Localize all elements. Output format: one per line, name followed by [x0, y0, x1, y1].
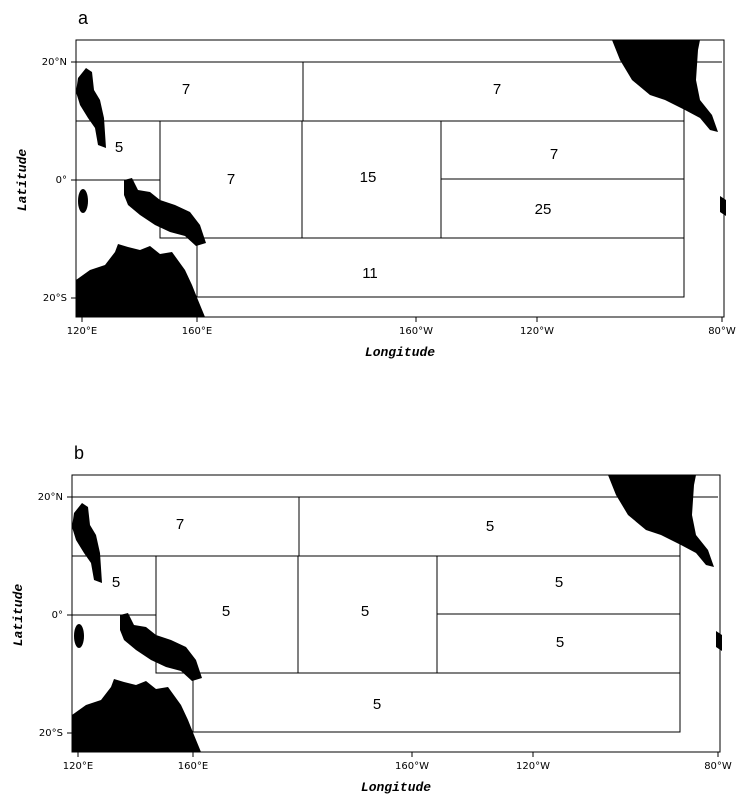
region-value: 7	[493, 81, 501, 98]
x-tick-label: 160°W	[399, 326, 433, 337]
region-box	[440, 178, 685, 239]
region-box	[192, 672, 681, 733]
map-panel: b 7 5 5 5 5 5 5 5 120°E 160°E 160°W 120°W 80°W 20°N 0° 2…	[11, 443, 732, 795]
y-tick-label: 0°	[56, 175, 67, 186]
x-tick-label: 160°W	[395, 761, 429, 772]
region-value: 5	[112, 574, 120, 591]
y-tick-label: 20°N	[38, 492, 63, 503]
land	[612, 40, 718, 132]
region-value: 7	[176, 516, 184, 533]
x-tick-label: 120°W	[516, 761, 550, 772]
region-value: 5	[486, 518, 494, 535]
land	[124, 178, 206, 246]
region-value: 7	[182, 81, 190, 98]
x-tick-label: 80°W	[708, 326, 736, 337]
region-value: 7	[227, 171, 235, 188]
land	[78, 189, 88, 213]
region-value: 5	[373, 696, 381, 713]
y-axis-label: Latitude	[15, 149, 30, 212]
x-tick-label: 120°E	[63, 761, 93, 772]
land	[76, 244, 205, 317]
x-tick-label: 160°E	[178, 761, 208, 772]
x-tick-label: 120°W	[520, 326, 554, 337]
x-tick-label: 120°E	[67, 326, 97, 337]
region-value: 5	[555, 574, 563, 591]
y-tick-label: 20°N	[42, 57, 67, 68]
land	[608, 475, 714, 567]
region-box	[440, 120, 685, 180]
y-axis-label: Latitude	[11, 584, 26, 647]
land	[74, 624, 84, 648]
region-value: 7	[550, 146, 558, 163]
region-value: 5	[361, 603, 369, 620]
region-box	[196, 237, 685, 298]
region-value: 25	[535, 201, 552, 218]
map-panel: a 7 7 5 7 15 7 25 11 120°E 160°E 160°W 120°W 80°W 20°N…	[15, 8, 736, 360]
land	[72, 503, 102, 583]
y-tick-label: 0°	[52, 610, 63, 621]
land	[76, 68, 106, 148]
region-value: 5	[556, 634, 564, 651]
land	[120, 613, 202, 681]
y-tick-label: 20°S	[39, 728, 63, 739]
land	[720, 196, 726, 216]
region-box	[71, 496, 300, 557]
land	[72, 679, 201, 752]
panel-label: b	[74, 443, 84, 463]
region-value: 5	[222, 603, 230, 620]
x-axis-label: Longitude	[365, 345, 435, 360]
land	[716, 631, 722, 651]
y-tick-label: 20°S	[43, 293, 67, 304]
region-value: 5	[115, 139, 123, 156]
region-value: 11	[362, 265, 378, 282]
x-tick-label: 160°E	[182, 326, 212, 337]
panel-label: a	[78, 8, 89, 28]
region-value: 15	[360, 169, 377, 186]
x-axis-label: Longitude	[361, 780, 431, 795]
x-tick-label: 80°W	[704, 761, 732, 772]
